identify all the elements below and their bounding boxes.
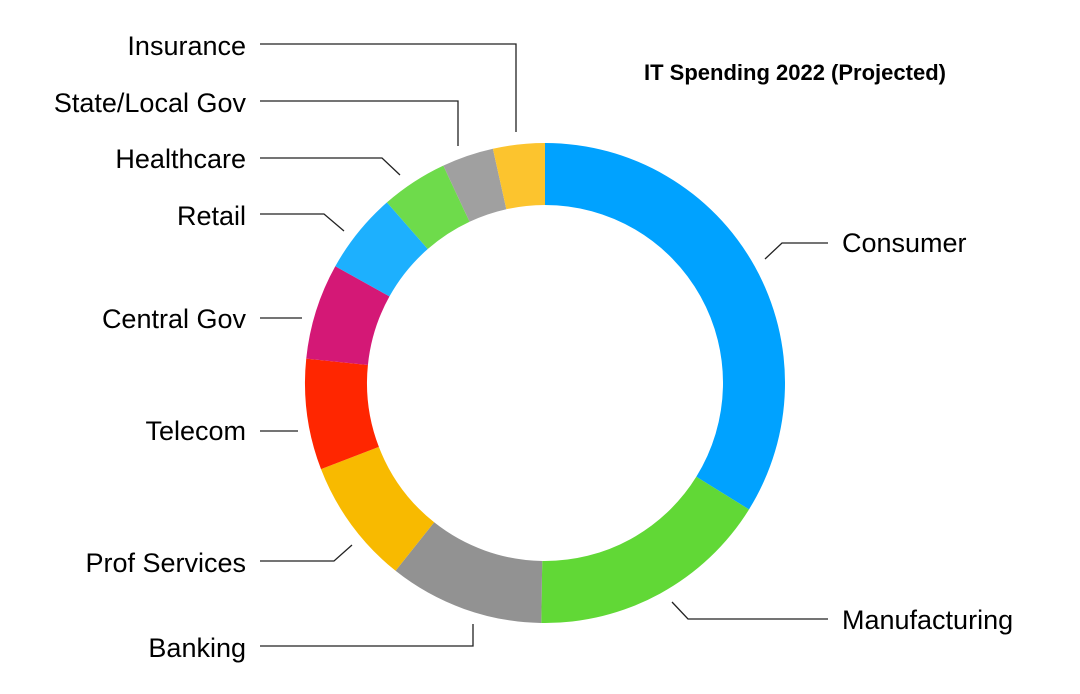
donut-slices xyxy=(305,143,786,623)
slice-consumer xyxy=(545,143,786,510)
slice-label-banking: Banking xyxy=(148,633,246,663)
leader-line-state-local-gov xyxy=(260,100,459,146)
slice-state-local-gov xyxy=(443,148,507,222)
slice-central-gov xyxy=(306,266,390,365)
slice-label-prof-services: Prof Services xyxy=(85,548,246,578)
slice-label-insurance: Insurance xyxy=(127,31,246,61)
slice-label-state-local-gov: State/Local Gov xyxy=(54,88,247,118)
slice-prof-services xyxy=(321,446,435,571)
leader-line-banking xyxy=(260,624,474,647)
slice-healthcare xyxy=(386,165,470,250)
slice-manufacturing xyxy=(541,476,749,623)
slice-label-consumer: Consumer xyxy=(842,228,967,258)
leader-lines xyxy=(260,43,828,647)
chart-title: IT Spending 2022 (Projected) xyxy=(644,60,946,85)
leader-line-prof-services xyxy=(260,544,353,562)
slice-labels: Consumer Manufacturing Banking Prof Service… xyxy=(54,31,1013,663)
slice-label-manufacturing: Manufacturing xyxy=(842,605,1013,635)
leader-line-retail xyxy=(260,213,345,232)
leader-line-insurance xyxy=(260,43,517,132)
leader-line-healthcare xyxy=(260,157,401,176)
slice-label-healthcare: Healthcare xyxy=(115,144,246,174)
leader-line-manufacturing xyxy=(671,601,828,620)
slice-banking xyxy=(395,522,543,623)
leader-line-consumer xyxy=(764,242,828,260)
slice-label-central-gov: Central Gov xyxy=(102,304,247,334)
slice-telecom xyxy=(305,358,379,470)
slice-label-retail: Retail xyxy=(177,201,246,231)
slice-label-telecom: Telecom xyxy=(145,416,246,446)
slice-insurance xyxy=(492,143,545,210)
slice-retail xyxy=(335,202,428,297)
